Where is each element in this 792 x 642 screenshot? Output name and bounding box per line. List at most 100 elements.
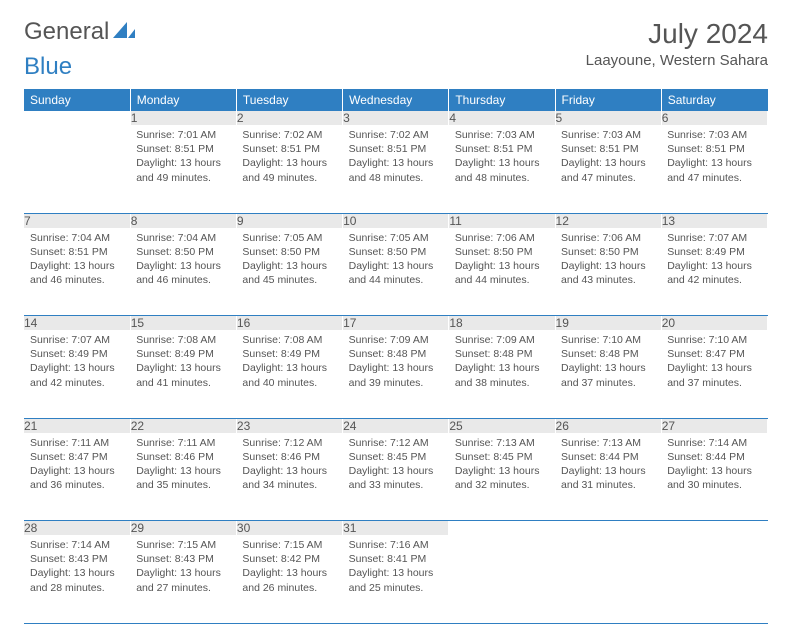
daylight-line: Daylight: 13 hours and 49 minutes. <box>136 156 230 184</box>
day-cell <box>24 125 130 213</box>
day-cell: Sunrise: 7:04 AMSunset: 8:50 PMDaylight:… <box>130 228 236 316</box>
daylight-line: Daylight: 13 hours and 37 minutes. <box>667 361 761 389</box>
sunrise-line: Sunrise: 7:14 AM <box>30 538 124 552</box>
day-cell: Sunrise: 7:09 AMSunset: 8:48 PMDaylight:… <box>449 330 555 418</box>
weekday-header-row: SundayMondayTuesdayWednesdayThursdayFrid… <box>24 89 768 111</box>
daylight-line: Daylight: 13 hours and 45 minutes. <box>242 259 336 287</box>
weekday-header: Monday <box>130 89 236 111</box>
sunset-line: Sunset: 8:45 PM <box>455 450 549 464</box>
week-content-row: Sunrise: 7:01 AMSunset: 8:51 PMDaylight:… <box>24 125 768 213</box>
day-number-cell: 11 <box>449 213 555 228</box>
day-cell-body: Sunrise: 7:15 AMSunset: 8:43 PMDaylight:… <box>130 535 236 601</box>
sunset-line: Sunset: 8:50 PM <box>561 245 655 259</box>
week-daynum-row: 28293031 <box>24 521 768 536</box>
daylight-line: Daylight: 13 hours and 39 minutes. <box>349 361 443 389</box>
weekday-header: Saturday <box>661 89 767 111</box>
week-content-row: Sunrise: 7:14 AMSunset: 8:43 PMDaylight:… <box>24 535 768 623</box>
day-number-cell: 15 <box>130 316 236 331</box>
day-number-cell: 12 <box>555 213 661 228</box>
sunset-line: Sunset: 8:51 PM <box>561 142 655 156</box>
sunrise-line: Sunrise: 7:13 AM <box>561 436 655 450</box>
day-cell-body: Sunrise: 7:03 AMSunset: 8:51 PMDaylight:… <box>449 125 555 191</box>
daylight-line: Daylight: 13 hours and 33 minutes. <box>349 464 443 492</box>
day-cell: Sunrise: 7:07 AMSunset: 8:49 PMDaylight:… <box>24 330 130 418</box>
day-number-cell: 9 <box>236 213 342 228</box>
daylight-line: Daylight: 13 hours and 41 minutes. <box>136 361 230 389</box>
day-cell: Sunrise: 7:10 AMSunset: 8:48 PMDaylight:… <box>555 330 661 418</box>
day-number-cell: 18 <box>449 316 555 331</box>
sunrise-line: Sunrise: 7:12 AM <box>349 436 443 450</box>
day-number-cell: 29 <box>130 521 236 536</box>
day-number-cell: 20 <box>661 316 767 331</box>
day-cell: Sunrise: 7:11 AMSunset: 8:47 PMDaylight:… <box>24 433 130 521</box>
day-cell: Sunrise: 7:08 AMSunset: 8:49 PMDaylight:… <box>130 330 236 418</box>
sunset-line: Sunset: 8:45 PM <box>349 450 443 464</box>
day-cell-body <box>449 535 555 544</box>
sunset-line: Sunset: 8:44 PM <box>561 450 655 464</box>
week-content-row: Sunrise: 7:07 AMSunset: 8:49 PMDaylight:… <box>24 330 768 418</box>
sunset-line: Sunset: 8:51 PM <box>136 142 230 156</box>
day-cell-body: Sunrise: 7:07 AMSunset: 8:49 PMDaylight:… <box>24 330 130 396</box>
sunrise-line: Sunrise: 7:07 AM <box>667 231 761 245</box>
day-number-cell: 8 <box>130 213 236 228</box>
daylight-line: Daylight: 13 hours and 35 minutes. <box>136 464 230 492</box>
day-cell-body: Sunrise: 7:14 AMSunset: 8:44 PMDaylight:… <box>661 433 767 499</box>
day-number-cell: 13 <box>661 213 767 228</box>
day-number-cell <box>24 111 130 125</box>
sunset-line: Sunset: 8:42 PM <box>242 552 336 566</box>
daylight-line: Daylight: 13 hours and 43 minutes. <box>561 259 655 287</box>
sunset-line: Sunset: 8:49 PM <box>136 347 230 361</box>
sunset-line: Sunset: 8:48 PM <box>349 347 443 361</box>
daylight-line: Daylight: 13 hours and 34 minutes. <box>242 464 336 492</box>
sunset-line: Sunset: 8:50 PM <box>242 245 336 259</box>
day-number-cell: 23 <box>236 418 342 433</box>
sunset-line: Sunset: 8:51 PM <box>30 245 124 259</box>
day-cell: Sunrise: 7:01 AMSunset: 8:51 PMDaylight:… <box>130 125 236 213</box>
sunset-line: Sunset: 8:43 PM <box>30 552 124 566</box>
day-cell: Sunrise: 7:11 AMSunset: 8:46 PMDaylight:… <box>130 433 236 521</box>
day-cell-body: Sunrise: 7:01 AMSunset: 8:51 PMDaylight:… <box>130 125 236 191</box>
sunset-line: Sunset: 8:49 PM <box>30 347 124 361</box>
day-number-cell <box>555 521 661 536</box>
sunrise-line: Sunrise: 7:15 AM <box>136 538 230 552</box>
day-number-cell: 3 <box>343 111 449 125</box>
day-cell: Sunrise: 7:02 AMSunset: 8:51 PMDaylight:… <box>343 125 449 213</box>
daylight-line: Daylight: 13 hours and 46 minutes. <box>30 259 124 287</box>
week-daynum-row: 14151617181920 <box>24 316 768 331</box>
sunset-line: Sunset: 8:41 PM <box>349 552 443 566</box>
week-daynum-row: 123456 <box>24 111 768 125</box>
daylight-line: Daylight: 13 hours and 44 minutes. <box>455 259 549 287</box>
day-number-cell: 30 <box>236 521 342 536</box>
day-cell-body: Sunrise: 7:15 AMSunset: 8:42 PMDaylight:… <box>236 535 342 601</box>
day-number-cell: 22 <box>130 418 236 433</box>
daylight-line: Daylight: 13 hours and 28 minutes. <box>30 566 124 594</box>
sunset-line: Sunset: 8:51 PM <box>667 142 761 156</box>
day-cell: Sunrise: 7:02 AMSunset: 8:51 PMDaylight:… <box>236 125 342 213</box>
sunrise-line: Sunrise: 7:03 AM <box>667 128 761 142</box>
daylight-line: Daylight: 13 hours and 27 minutes. <box>136 566 230 594</box>
sunrise-line: Sunrise: 7:05 AM <box>349 231 443 245</box>
daylight-line: Daylight: 13 hours and 42 minutes. <box>30 361 124 389</box>
sunrise-line: Sunrise: 7:02 AM <box>349 128 443 142</box>
day-cell-body: Sunrise: 7:13 AMSunset: 8:45 PMDaylight:… <box>449 433 555 499</box>
month-title: July 2024 <box>586 18 768 50</box>
day-cell <box>449 535 555 623</box>
weekday-header: Sunday <box>24 89 130 111</box>
day-cell: Sunrise: 7:14 AMSunset: 8:43 PMDaylight:… <box>24 535 130 623</box>
sunrise-line: Sunrise: 7:07 AM <box>30 333 124 347</box>
daylight-line: Daylight: 13 hours and 36 minutes. <box>30 464 124 492</box>
daylight-line: Daylight: 13 hours and 40 minutes. <box>242 361 336 389</box>
day-cell: Sunrise: 7:13 AMSunset: 8:45 PMDaylight:… <box>449 433 555 521</box>
day-cell: Sunrise: 7:06 AMSunset: 8:50 PMDaylight:… <box>449 228 555 316</box>
sunset-line: Sunset: 8:50 PM <box>349 245 443 259</box>
day-number-cell: 5 <box>555 111 661 125</box>
sunset-line: Sunset: 8:48 PM <box>561 347 655 361</box>
day-cell <box>555 535 661 623</box>
sunset-line: Sunset: 8:47 PM <box>30 450 124 464</box>
sunrise-line: Sunrise: 7:06 AM <box>455 231 549 245</box>
day-cell: Sunrise: 7:08 AMSunset: 8:49 PMDaylight:… <box>236 330 342 418</box>
weekday-header: Thursday <box>449 89 555 111</box>
day-number-cell: 26 <box>555 418 661 433</box>
day-cell-body: Sunrise: 7:06 AMSunset: 8:50 PMDaylight:… <box>555 228 661 294</box>
day-number-cell: 10 <box>343 213 449 228</box>
